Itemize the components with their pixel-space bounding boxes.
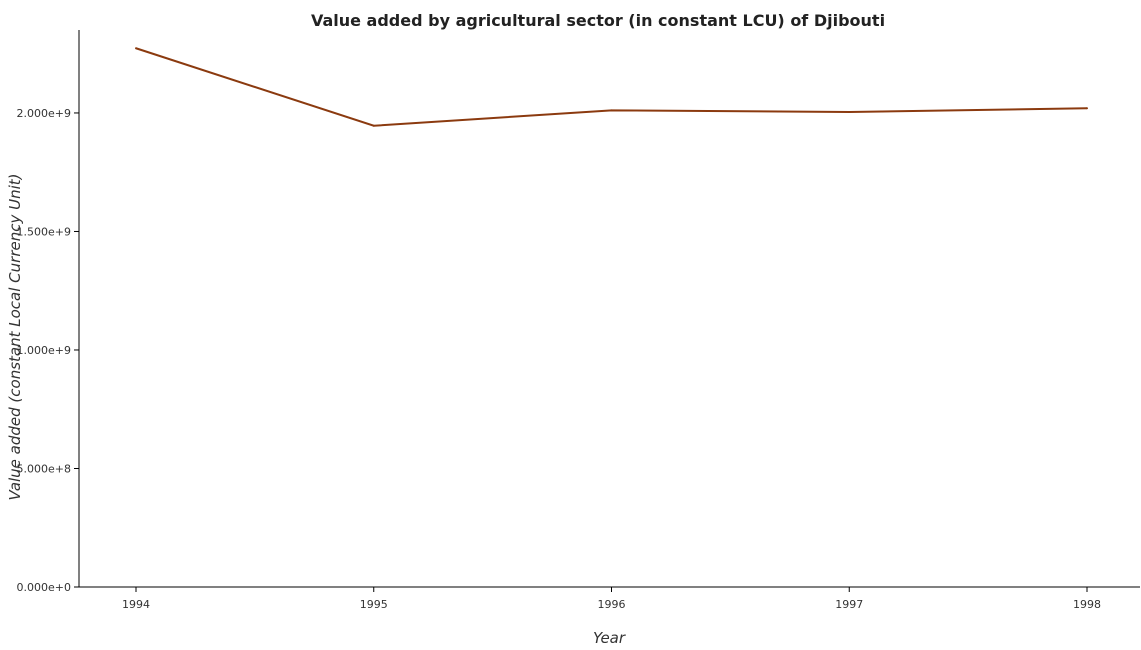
y-tick-label: 5.000e+8 xyxy=(17,462,71,475)
y-tick-label: 0.000e+0 xyxy=(17,581,71,594)
x-tick-label: 1996 xyxy=(598,598,626,611)
data-point xyxy=(1086,107,1088,110)
data-point xyxy=(848,111,851,114)
data-point xyxy=(135,47,137,50)
x-ticks: 1994 1995 1996 1997 1998 xyxy=(122,587,1101,611)
data-point xyxy=(610,109,613,112)
series-line xyxy=(135,47,1088,127)
data-point xyxy=(372,124,375,127)
y-ticks: 0.000e+0 5.000e+8 1.000e+9 1.500e+9 2.000e+9 xyxy=(17,107,79,594)
x-tick-label: 1995 xyxy=(360,598,388,611)
series-layer xyxy=(135,47,1088,127)
x-tick-label: 1994 xyxy=(122,598,150,611)
x-tick-label: 1998 xyxy=(1073,598,1101,611)
y-tick-label: 2.000e+9 xyxy=(17,107,71,120)
chart-title: Value added by agricultural sector (in c… xyxy=(311,11,885,30)
y-tick-label: 1.000e+9 xyxy=(17,344,71,357)
y-axis-title: Value added (constant Local Currency Uni… xyxy=(6,174,24,501)
y-tick-label: 1.500e+9 xyxy=(17,225,71,238)
x-axis-title: Year xyxy=(593,629,626,647)
x-tick-label: 1997 xyxy=(835,598,863,611)
